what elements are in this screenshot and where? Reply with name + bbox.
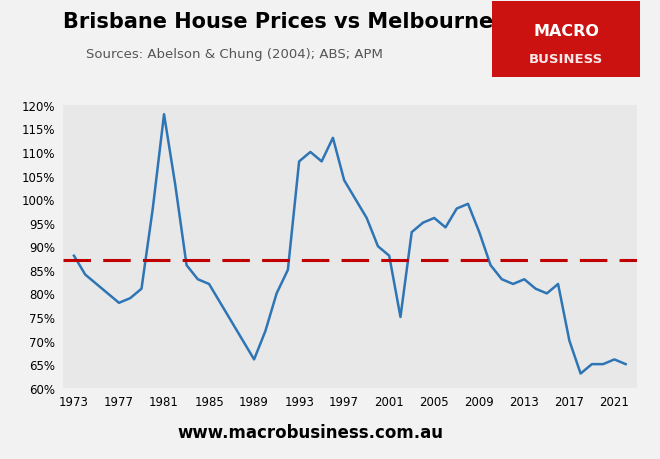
Text: Sources: Abelson & Chung (2004); ABS; APM: Sources: Abelson & Chung (2004); ABS; AP…: [86, 48, 383, 61]
Text: Brisbane House Prices vs Melbourne: Brisbane House Prices vs Melbourne: [63, 11, 493, 31]
Text: MACRO: MACRO: [533, 23, 599, 39]
Text: www.macrobusiness.com.au: www.macrobusiness.com.au: [177, 423, 444, 441]
Text: BUSINESS: BUSINESS: [529, 53, 603, 66]
